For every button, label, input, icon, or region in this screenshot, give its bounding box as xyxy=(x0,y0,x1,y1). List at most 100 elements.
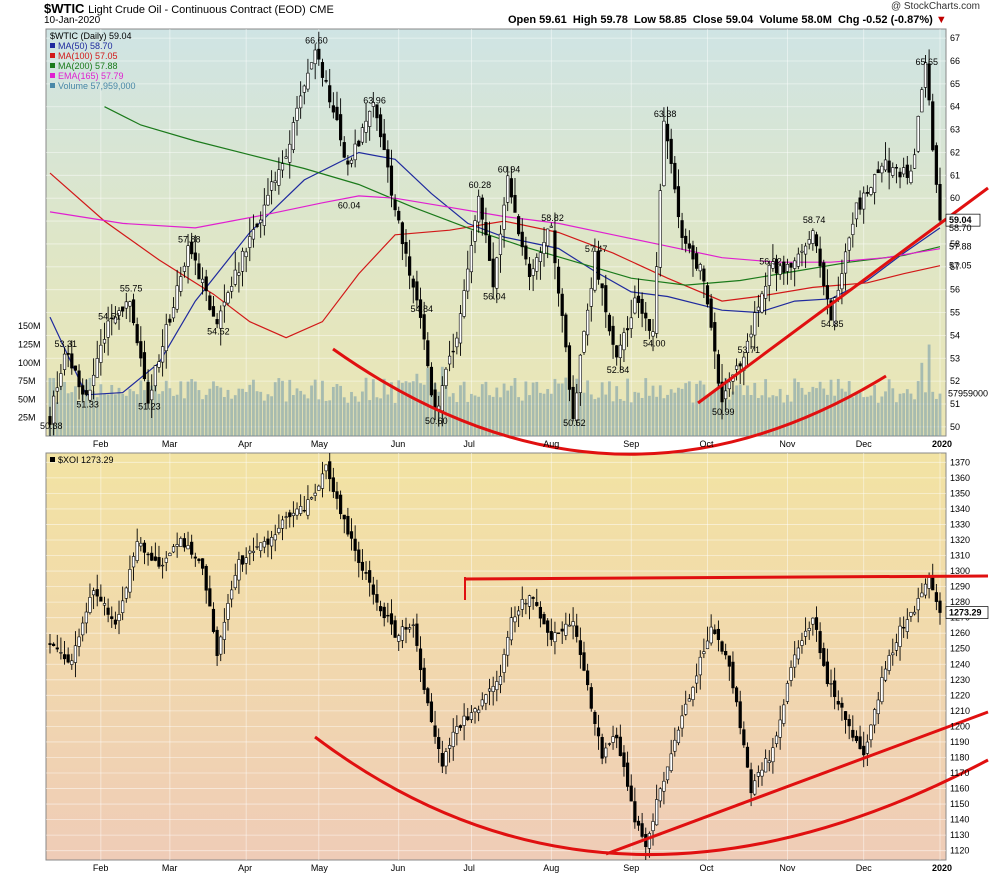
volume-bar xyxy=(927,344,931,436)
volume-bar xyxy=(415,373,419,436)
volume-bar xyxy=(390,382,393,436)
xoi-candle xyxy=(651,813,655,846)
volume-bar xyxy=(862,397,866,436)
volume-bar xyxy=(215,385,219,436)
xoi-candle xyxy=(782,699,786,727)
wtic-candle xyxy=(938,167,942,225)
xoi-y-tick-label: 1130 xyxy=(950,830,969,840)
wtic-candle xyxy=(230,276,234,299)
xoi-candle xyxy=(458,724,463,731)
wtic-candle xyxy=(124,292,128,319)
volume-bar xyxy=(288,379,292,436)
xoi-candle xyxy=(640,812,644,839)
symbol: $WTIC xyxy=(44,1,85,16)
volume-bar xyxy=(851,397,855,436)
wtic-candle xyxy=(734,358,739,381)
wtic-candle xyxy=(400,221,404,261)
xoi-candle xyxy=(615,727,619,749)
wtic-y-tick-label: 51 xyxy=(950,399,960,409)
volume-bar xyxy=(789,401,793,436)
volume-bar xyxy=(713,389,717,436)
volume-bar xyxy=(426,368,430,436)
xoi-candle xyxy=(873,707,877,734)
xoi-last-price-box xyxy=(945,606,989,619)
wtic-candle xyxy=(404,229,408,267)
wtic-candle xyxy=(527,256,532,291)
xoi-candle xyxy=(186,531,190,550)
volume-bar xyxy=(469,393,473,436)
xoi-y-tick-label: 1180 xyxy=(950,752,969,762)
xoi-candle xyxy=(219,635,223,662)
xoi-x-tick-label: May xyxy=(311,863,329,873)
volume-bar xyxy=(110,384,114,436)
wtic-candle xyxy=(873,173,877,205)
volume-bar xyxy=(477,396,481,436)
wtic-candle xyxy=(73,365,78,371)
volume-bar xyxy=(113,394,117,436)
xoi-candle xyxy=(62,640,67,665)
volume-bar xyxy=(59,386,63,436)
wtic-candle xyxy=(484,207,488,244)
wtic-candle xyxy=(644,302,648,331)
legend-swatch xyxy=(50,73,55,78)
price-annotation-label: 66.60 xyxy=(305,35,328,45)
wtic-candle xyxy=(487,221,492,261)
wtic-candle xyxy=(84,379,88,397)
volume-bar xyxy=(291,395,295,436)
volume-tick-label: 100M xyxy=(18,358,41,368)
xoi-candle xyxy=(339,490,343,520)
volume-bar xyxy=(70,392,74,436)
wtic-y-tick-label: 53 xyxy=(950,353,960,363)
xoi-candle xyxy=(400,619,404,649)
volume-bar xyxy=(219,387,223,436)
xoi-candle xyxy=(684,690,688,716)
xoi-candle xyxy=(77,628,81,657)
price-annotation-label: 53.31 xyxy=(55,339,78,349)
xoi-candle xyxy=(687,694,691,702)
volume-bar xyxy=(357,401,361,436)
volume-bar xyxy=(898,393,902,436)
volume-bar xyxy=(284,401,288,436)
volume-bar xyxy=(895,402,898,436)
volume-bar xyxy=(255,391,259,436)
wtic-candle xyxy=(542,227,546,267)
price-annotation-label: 60.94 xyxy=(498,165,521,175)
wtic-candle xyxy=(589,277,593,322)
xoi-candle xyxy=(440,740,444,773)
wtic-candle xyxy=(655,252,659,339)
wtic-candle xyxy=(803,242,808,268)
xoi-candle xyxy=(665,766,670,784)
wtic-candle xyxy=(455,331,459,355)
wtic-candle xyxy=(288,130,292,179)
volume-bar xyxy=(622,400,626,436)
wtic-candle xyxy=(520,218,524,256)
ohlc-summary: Open 59.61 High 59.78 Low 58.85 Close 59… xyxy=(508,14,947,26)
xoi-candle xyxy=(157,545,161,569)
volume-bar xyxy=(771,395,775,436)
wtic-candle xyxy=(876,161,880,174)
xoi-candle xyxy=(731,651,735,694)
xoi-candle xyxy=(408,623,412,633)
xoi-candle xyxy=(517,606,521,627)
xoi-candle xyxy=(393,615,397,638)
wtic-candle xyxy=(389,149,394,208)
wtic-candle xyxy=(146,369,150,409)
volume-bar xyxy=(782,402,786,436)
xoi-y-tick-label: 1160 xyxy=(950,784,969,794)
wtic-candle xyxy=(52,390,56,436)
indicator-value-label: 57.05 xyxy=(949,261,972,271)
volume-bar xyxy=(865,396,869,436)
wtic-candle xyxy=(197,253,201,280)
xoi-candle xyxy=(469,705,473,724)
xoi-candle xyxy=(611,725,615,750)
legend-entry: MA(50) 58.70 xyxy=(58,41,113,51)
xoi-candle xyxy=(938,592,942,625)
volume-bar xyxy=(680,388,684,436)
xoi-candle xyxy=(509,607,513,646)
volume-bar xyxy=(386,394,390,436)
xoi-candle xyxy=(760,762,764,786)
xoi-candle xyxy=(575,613,579,643)
volume-bar xyxy=(124,395,128,436)
xoi-candle xyxy=(299,494,303,517)
wtic-candle xyxy=(745,333,750,366)
